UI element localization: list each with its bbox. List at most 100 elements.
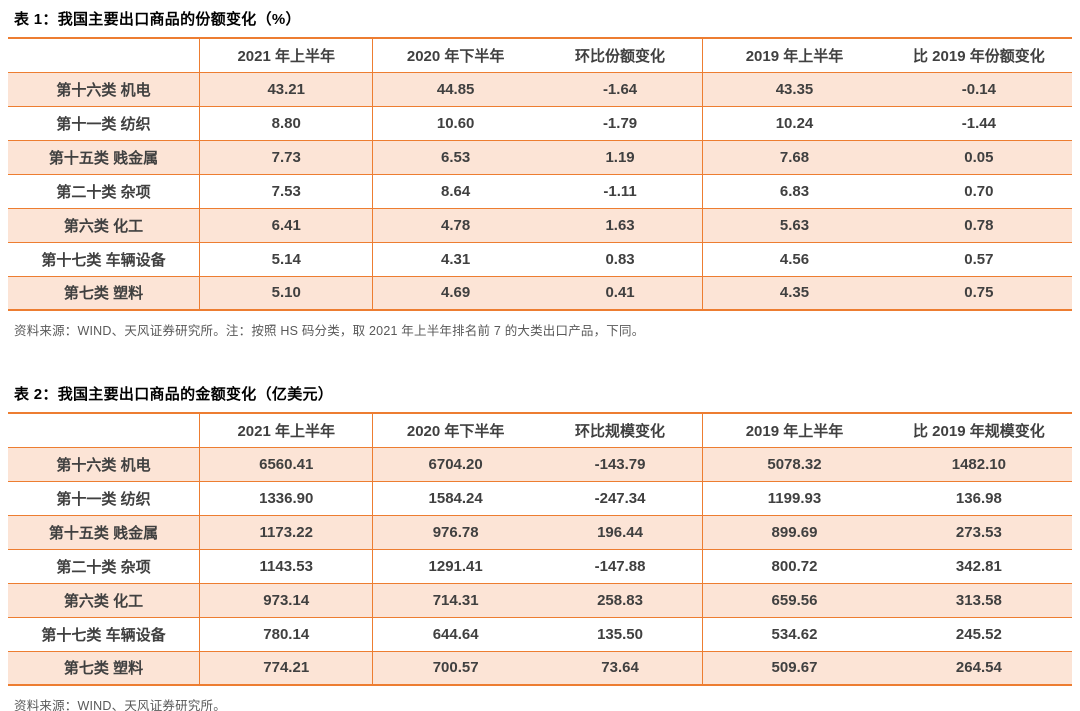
table-cell: 135.50 — [537, 617, 704, 651]
table2-body: 第十六类 机电 6560.41 6704.20 -143.79 5078.32 1482.… — [8, 447, 1072, 685]
table-cell: 8.64 — [441, 182, 471, 200]
table-cell: 1584.24 — [428, 489, 483, 507]
table-row: 第十五类 贱金属 7.73 6.53 1.19 7.68 0.05 — [8, 140, 1072, 174]
table-cell: 4.35 — [779, 284, 810, 302]
table-cell: 976.78 — [432, 523, 479, 541]
table-row: 第二十类 杂项 7.53 8.64 -1.11 6.83 0.70 — [8, 174, 1072, 208]
table-cell: 43.35 — [775, 80, 814, 98]
table1-title: 表 1：我国主要出口商品的份额变化（%） — [14, 11, 301, 28]
row-label: 第七类 塑料 — [8, 276, 201, 310]
table-cell: 6.41 — [199, 208, 374, 242]
table-row: 第十七类 车辆设备 780.14 644.64 135.50 534.62 245.52 — [8, 617, 1072, 651]
table-cell: 0.41 — [537, 276, 704, 310]
table-cell: 10.60 — [436, 114, 475, 132]
table-row: 第十七类 车辆设备 5.14 4.31 0.83 4.56 0.57 — [8, 242, 1072, 276]
table-cell: 1173.22 — [199, 515, 374, 549]
table-cell: 1.19 — [537, 140, 704, 174]
table-cell: 0.70 — [964, 182, 994, 200]
row-label: 第十五类 贱金属 — [8, 515, 201, 549]
table-cell: 313.58 — [955, 591, 1002, 609]
table-cell: 1291.41 — [428, 557, 483, 575]
table-row: 第六类 化工 6.41 4.78 1.63 5.63 0.78 — [8, 208, 1072, 242]
table-cell: 700.57 — [432, 659, 479, 677]
column-header: 2019 年上半年 — [745, 422, 844, 440]
table-cell: 780.14 — [199, 617, 374, 651]
table-cell: 1482.10 — [951, 455, 1006, 473]
row-label: 第十一类 纺织 — [8, 106, 201, 140]
table-cell: 5078.32 — [767, 455, 822, 473]
table2-section: 表 2：我国主要出口商品的金额变化（亿美元） 2021 年上半年 2020 年下半… — [8, 383, 1072, 711]
column-header: 环比规模变化 — [537, 413, 704, 447]
table2-header: 2021 年上半年 2020 年下半年 环比规模变化 2019 年上半年 比 2019 … — [8, 413, 1072, 447]
table-cell: 0.83 — [537, 242, 704, 276]
row-label-column-header — [8, 38, 201, 72]
row-label-column-header — [8, 413, 201, 447]
table-cell: 0.78 — [964, 216, 994, 234]
header-row: 2021 年上半年 2020 年下半年 环比份额变化 2019 年上半年 比 2019 … — [8, 38, 1072, 72]
table-cell: 1199.93 — [767, 489, 822, 507]
table-cell: 659.56 — [771, 591, 818, 609]
table-cell: -247.34 — [537, 481, 704, 515]
table-cell: 196.44 — [537, 515, 704, 549]
column-header: 比 2019 年规模变化 — [913, 422, 1045, 440]
table-cell: 8.80 — [199, 106, 374, 140]
table-row: 第十六类 机电 6560.41 6704.20 -143.79 5078.32 1482.… — [8, 447, 1072, 481]
table-cell: 7.53 — [199, 174, 374, 208]
table-cell: 6.83 — [779, 182, 810, 200]
table-cell: 5.14 — [199, 242, 374, 276]
table2-title: 表 2：我国主要出口商品的金额变化（亿美元） — [14, 386, 334, 403]
table-cell: 534.62 — [771, 625, 818, 643]
table-cell: 4.56 — [779, 250, 810, 268]
table-cell: 899.69 — [771, 523, 818, 541]
table-cell: -1.79 — [537, 106, 704, 140]
table-cell: 1143.53 — [199, 549, 374, 583]
export-amount-table: 2021 年上半年 2020 年下半年 环比规模变化 2019 年上半年 比 2019 … — [8, 412, 1072, 686]
table-cell: 6704.20 — [428, 455, 483, 473]
column-header: 2021 年上半年 — [199, 413, 374, 447]
table-cell: -1.44 — [961, 114, 996, 132]
table-cell: 73.64 — [537, 651, 704, 685]
table-cell: 1336.90 — [199, 481, 374, 515]
table-cell: 6560.41 — [199, 447, 374, 481]
row-label: 第六类 化工 — [8, 208, 201, 242]
table-cell: 10.24 — [775, 114, 814, 132]
table-cell: 714.31 — [432, 591, 479, 609]
table-cell: 5.10 — [199, 276, 374, 310]
table-cell: 644.64 — [432, 625, 479, 643]
table-cell: 4.31 — [441, 250, 471, 268]
table-row: 第十六类 机电 43.21 44.85 -1.64 43.35 -0.14 — [8, 72, 1072, 106]
row-label: 第十一类 纺织 — [8, 481, 201, 515]
row-label: 第七类 塑料 — [8, 651, 201, 685]
table-cell: 43.21 — [199, 72, 374, 106]
table1-body: 第十六类 机电 43.21 44.85 -1.64 43.35 -0.14 第十一类 纺织 8… — [8, 72, 1072, 310]
table-cell: 7.73 — [199, 140, 374, 174]
row-label: 第十七类 车辆设备 — [8, 242, 201, 276]
table-row: 第六类 化工 973.14 714.31 258.83 659.56 313.58 — [8, 583, 1072, 617]
table-cell: 1.63 — [537, 208, 704, 242]
row-label: 第六类 化工 — [8, 583, 201, 617]
table-cell: -147.88 — [537, 549, 704, 583]
table-cell: -1.11 — [537, 174, 704, 208]
column-header: 2021 年上半年 — [199, 38, 374, 72]
table-cell: -1.64 — [537, 72, 704, 106]
row-label: 第十六类 机电 — [8, 447, 201, 481]
column-header: 比 2019 年份额变化 — [913, 47, 1045, 65]
table-cell: -0.14 — [961, 80, 996, 98]
row-label: 第二十类 杂项 — [8, 549, 201, 583]
table-row: 第十一类 纺织 8.80 10.60 -1.79 10.24 -1.44 — [8, 106, 1072, 140]
table-cell: 44.85 — [436, 80, 475, 98]
column-header: 2020 年下半年 — [406, 422, 505, 440]
header-row: 2021 年上半年 2020 年下半年 环比规模变化 2019 年上半年 比 2019 … — [8, 413, 1072, 447]
table-row: 第十一类 纺织 1336.90 1584.24 -247.34 1199.93 136.9… — [8, 481, 1072, 515]
row-label: 第十五类 贱金属 — [8, 140, 201, 174]
column-header: 2020 年下半年 — [406, 47, 505, 65]
table-cell: 245.52 — [955, 625, 1002, 643]
row-label: 第二十类 杂项 — [8, 174, 201, 208]
table2-source-note: 资料来源：WIND、天风证券研究所。 — [14, 699, 226, 711]
table-row: 第十五类 贱金属 1173.22 976.78 196.44 899.69 273.53 — [8, 515, 1072, 549]
table-cell: 5.63 — [779, 216, 810, 234]
table1-source-note: 资料来源：WIND、天风证券研究所。注：按照 HS 码分类，取 2021 年上半… — [14, 324, 645, 338]
table-cell: 6.53 — [441, 148, 471, 166]
table-cell: 0.75 — [964, 284, 994, 302]
